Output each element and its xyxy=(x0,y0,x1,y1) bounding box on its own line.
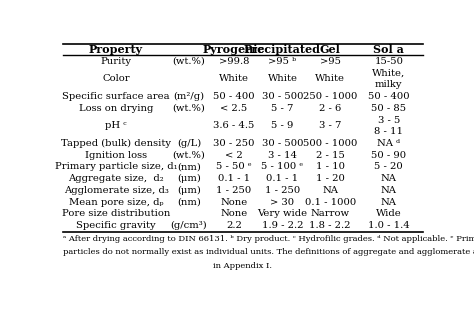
Text: 5 - 100 ᵉ: 5 - 100 ᵉ xyxy=(262,162,303,172)
Text: 30 - 500: 30 - 500 xyxy=(262,139,303,148)
Text: Narrow: Narrow xyxy=(311,209,350,218)
Text: Gel: Gel xyxy=(320,44,341,55)
Text: 1 - 20: 1 - 20 xyxy=(316,174,345,183)
Text: 0.1 - 1: 0.1 - 1 xyxy=(266,174,299,183)
Text: 50 - 400: 50 - 400 xyxy=(368,92,410,101)
Text: (m²/g): (m²/g) xyxy=(173,92,204,101)
Text: 5 - 9: 5 - 9 xyxy=(271,121,294,130)
Text: (nm): (nm) xyxy=(177,198,201,207)
Text: Specific gravity: Specific gravity xyxy=(76,221,156,230)
Text: 1.8 - 2.2: 1.8 - 2.2 xyxy=(310,221,351,230)
Text: 5 - 50 ᵉ: 5 - 50 ᵉ xyxy=(216,162,252,172)
Text: NA: NA xyxy=(381,186,397,195)
Text: 0.1 - 1000: 0.1 - 1000 xyxy=(305,198,356,207)
Text: pH ᶜ: pH ᶜ xyxy=(105,121,127,130)
Text: Sol a: Sol a xyxy=(374,44,404,55)
Text: 5 - 7: 5 - 7 xyxy=(271,104,294,113)
Text: 30 - 500: 30 - 500 xyxy=(262,92,303,101)
Text: White,
milky: White, milky xyxy=(372,69,405,89)
Text: Wide: Wide xyxy=(376,209,401,218)
Text: 1.9 - 2.2: 1.9 - 2.2 xyxy=(262,221,303,230)
Text: 250 - 1000: 250 - 1000 xyxy=(303,92,357,101)
Text: 0.1 - 1: 0.1 - 1 xyxy=(218,174,250,183)
Text: 50 - 400: 50 - 400 xyxy=(213,92,255,101)
Text: 1.0 - 1.4: 1.0 - 1.4 xyxy=(368,221,410,230)
Text: < 2.5: < 2.5 xyxy=(220,104,247,113)
Text: Property: Property xyxy=(89,44,143,55)
Text: 500 - 1000: 500 - 1000 xyxy=(303,139,357,148)
Text: Ignition loss: Ignition loss xyxy=(85,151,147,160)
Text: < 2: < 2 xyxy=(225,151,243,160)
Text: NA ᵈ: NA ᵈ xyxy=(377,139,400,148)
Text: (μm): (μm) xyxy=(177,186,201,195)
Text: Purity: Purity xyxy=(100,57,131,66)
Text: White: White xyxy=(315,74,345,83)
Text: (wt.%): (wt.%) xyxy=(173,57,205,66)
Text: Tapped (bulk) density: Tapped (bulk) density xyxy=(61,139,171,148)
Text: 1 - 250: 1 - 250 xyxy=(265,186,300,195)
Text: 2 - 15: 2 - 15 xyxy=(316,151,345,160)
Text: Pyrogenic: Pyrogenic xyxy=(203,44,265,55)
Text: NA: NA xyxy=(381,174,397,183)
Text: > 30: > 30 xyxy=(271,198,294,207)
Text: 2 - 6: 2 - 6 xyxy=(319,104,341,113)
Text: Precipitated: Precipitated xyxy=(244,44,321,55)
Text: None: None xyxy=(220,209,247,218)
Text: >95 ᵇ: >95 ᵇ xyxy=(268,57,297,66)
Text: ᵃ After drying according to DIN 66131. ᵇ Dry product. ᶜ Hydrofilic grades. ᵈ Not: ᵃ After drying according to DIN 66131. ᵇ… xyxy=(63,235,474,243)
Text: Very wide: Very wide xyxy=(257,209,308,218)
Text: Loss on drying: Loss on drying xyxy=(79,104,153,113)
Text: 3.6 - 4.5: 3.6 - 4.5 xyxy=(213,121,255,130)
Text: White: White xyxy=(219,74,249,83)
Text: (wt.%): (wt.%) xyxy=(173,151,205,160)
Text: in Appendix I.: in Appendix I. xyxy=(213,262,273,270)
Text: 1 - 10: 1 - 10 xyxy=(316,162,345,172)
Text: 50 - 90: 50 - 90 xyxy=(371,151,406,160)
Text: Specific surface area: Specific surface area xyxy=(62,92,170,101)
Text: 1 - 250: 1 - 250 xyxy=(216,186,252,195)
Text: Color: Color xyxy=(102,74,130,83)
Text: Agglomerate size, d₃: Agglomerate size, d₃ xyxy=(64,186,168,195)
Text: NA: NA xyxy=(381,198,397,207)
Text: 30 - 250: 30 - 250 xyxy=(213,139,255,148)
Text: 3 - 5
8 - 11: 3 - 5 8 - 11 xyxy=(374,116,403,136)
Text: (g/L): (g/L) xyxy=(177,139,201,148)
Text: (g/cm³): (g/cm³) xyxy=(171,221,207,230)
Text: None: None xyxy=(220,198,247,207)
Text: Primary particle size, d₁: Primary particle size, d₁ xyxy=(55,162,177,172)
Text: 15-50: 15-50 xyxy=(374,57,403,66)
Text: Mean pore size, dₚ: Mean pore size, dₚ xyxy=(69,198,163,207)
Text: 50 - 85: 50 - 85 xyxy=(371,104,406,113)
Text: >95: >95 xyxy=(320,57,341,66)
Text: NA: NA xyxy=(322,186,338,195)
Text: 5 - 20: 5 - 20 xyxy=(374,162,403,172)
Text: 3 - 14: 3 - 14 xyxy=(268,151,297,160)
Text: >99.8: >99.8 xyxy=(219,57,249,66)
Text: 3 - 7: 3 - 7 xyxy=(319,121,341,130)
Text: Pore size distribution: Pore size distribution xyxy=(62,209,170,218)
Text: (nm): (nm) xyxy=(177,162,201,172)
Text: particles do not normally exist as individual units. The definitions of aggregat: particles do not normally exist as indiv… xyxy=(63,249,474,256)
Text: 2.2: 2.2 xyxy=(226,221,242,230)
Text: White: White xyxy=(267,74,298,83)
Text: (wt.%): (wt.%) xyxy=(173,104,205,113)
Text: Aggregate size,  d₂: Aggregate size, d₂ xyxy=(68,174,164,183)
Text: (μm): (μm) xyxy=(177,174,201,183)
